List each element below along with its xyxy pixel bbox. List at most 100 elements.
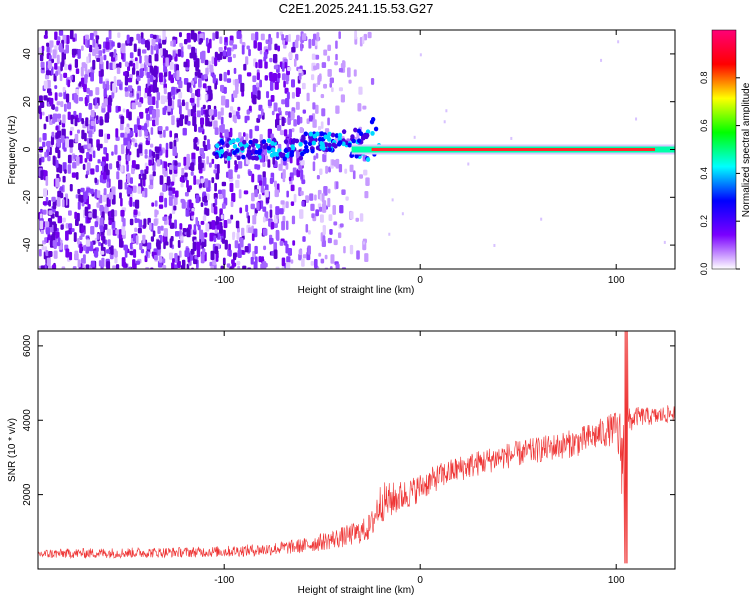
spectrogram-cell <box>204 178 209 188</box>
spectrogram-cell <box>218 189 222 195</box>
spectrogram-cell <box>224 37 228 43</box>
spectrogram-cell <box>152 119 156 127</box>
spectrogram-cell <box>40 170 44 180</box>
spectrogram-cell <box>90 188 94 195</box>
spectrogram-cell <box>120 132 125 138</box>
spectrogram-cell <box>283 129 288 137</box>
spectrogram-cell <box>71 172 77 178</box>
spectrogram-cell <box>185 247 190 258</box>
spectrogram-cell <box>319 168 323 175</box>
spectrogram-cell <box>291 138 297 143</box>
spectrogram-cell <box>194 76 197 82</box>
spectrogram-cell <box>199 33 204 40</box>
spectrogram-cell <box>254 156 260 161</box>
spectrogram-cell <box>160 95 166 105</box>
spectrogram-cell <box>195 267 199 269</box>
spectrogram-cell <box>226 78 232 83</box>
spectrogram-cell <box>163 228 168 237</box>
spectrogram-cell <box>219 208 223 215</box>
spectrogram-cell <box>39 54 44 62</box>
spectrogram-cell <box>335 263 340 269</box>
spectrogram-cell <box>169 238 173 248</box>
spectrogram-cell <box>256 72 260 81</box>
colorbar-tick-label: 0.0 <box>699 263 709 276</box>
spectrogram-cell <box>59 186 64 191</box>
spectrogram-cell <box>249 129 253 139</box>
spectrogram-cell <box>77 201 81 210</box>
spectrogram-cell <box>328 166 331 173</box>
spectrogram-cell <box>65 230 69 241</box>
spectrogram-cell <box>42 209 47 215</box>
spectrogram-cell <box>224 239 228 250</box>
spectrogram-cell <box>219 73 223 81</box>
spectrogram-cell <box>259 134 263 142</box>
spectrogram-cell <box>57 36 61 41</box>
spectrogram-cell <box>65 34 70 44</box>
spectrogram-cell <box>166 105 172 112</box>
spectrogram-cell <box>106 60 109 70</box>
spectrogram-cell <box>232 143 238 149</box>
spectrogram-cell <box>255 31 259 41</box>
spectrogram-cell <box>83 83 87 93</box>
spectrogram-cell <box>68 223 73 229</box>
spectrogram-cell <box>65 138 70 148</box>
spectrogram-cell <box>74 250 79 260</box>
spectrogram-cell <box>241 227 245 236</box>
spectrogram-cell <box>220 116 224 125</box>
spectrogram-cell <box>155 146 160 154</box>
spectrogram-cell <box>273 180 277 188</box>
spectrogram-cell <box>84 63 88 72</box>
spectrogram-cell <box>228 169 233 179</box>
spectrogram-cell <box>53 250 58 259</box>
spectrogram-cell <box>51 104 55 110</box>
spectrogram-cell <box>290 111 295 120</box>
spectrogram-cell <box>96 57 101 62</box>
spectrogram-cell <box>120 116 125 125</box>
colorbar-tick-label: 0.2 <box>699 215 709 228</box>
spectrogram-cell <box>202 83 207 89</box>
spectrogram-cell <box>241 91 245 97</box>
spectrogram-cell <box>95 35 100 40</box>
spectrogram-cell <box>183 61 188 68</box>
snr-plot-area <box>38 331 675 564</box>
spectrogram-cell <box>291 215 296 225</box>
spectrogram-cell <box>279 240 284 246</box>
spectrogram-cell <box>74 211 78 220</box>
spectrogram-cell <box>78 96 84 102</box>
spectrogram-cell <box>118 237 123 248</box>
spectrogram-cell <box>246 72 252 77</box>
spectrogram-cell <box>83 245 87 251</box>
spectrogram-cell <box>349 211 354 220</box>
spectrogram-cell <box>234 78 239 88</box>
spectrogram-cell <box>267 159 271 168</box>
spectrogram-cell <box>214 154 220 160</box>
spectrogram-cell <box>230 214 234 220</box>
spectrogram-cell <box>186 179 189 188</box>
spectrogram-cell <box>663 240 666 244</box>
spectrogram-cell <box>273 102 278 112</box>
spectrogram-cell <box>61 266 66 269</box>
spectrogram-cell <box>75 171 79 180</box>
spectrogram-cell <box>190 211 195 216</box>
spectrogram-cell <box>299 126 304 134</box>
spectrogram-cell <box>117 105 121 112</box>
spectrogram-cell <box>310 148 315 154</box>
spectrogram-cell <box>54 62 58 70</box>
spectrogram-cell <box>93 30 98 37</box>
spectrogram-cell <box>106 261 111 269</box>
spectrogram-cell <box>313 258 318 269</box>
spectrogram-cell <box>80 66 84 77</box>
spectrogram-cell <box>148 85 152 94</box>
spectrogram-cell <box>366 268 369 269</box>
spectrogram-cell <box>88 212 93 218</box>
spectrogram-cell <box>288 128 292 138</box>
spectrogram-cell <box>312 102 316 110</box>
spectrogram-cell <box>67 154 72 164</box>
spectrogram-cell <box>189 52 194 59</box>
spectrogram-cell <box>338 164 343 173</box>
spectrogram-cell <box>141 190 145 198</box>
spectrogram-cell <box>286 91 290 100</box>
spectrogram-cell <box>269 57 273 63</box>
spectrogram-cell <box>178 80 183 89</box>
spectrogram-cell <box>281 73 286 81</box>
